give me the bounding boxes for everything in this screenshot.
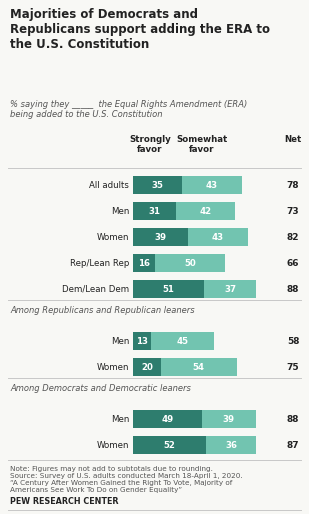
Text: Majorities of Democrats and
Republicans support adding the ERA to
the U.S. Const: Majorities of Democrats and Republicans … bbox=[10, 8, 270, 51]
Text: Rep/Lean Rep: Rep/Lean Rep bbox=[70, 259, 129, 267]
Text: 50: 50 bbox=[184, 259, 196, 267]
Text: 45: 45 bbox=[177, 337, 189, 345]
Text: 43: 43 bbox=[206, 180, 218, 190]
Text: 82: 82 bbox=[287, 232, 299, 242]
Text: 37: 37 bbox=[224, 285, 236, 293]
Text: Men: Men bbox=[111, 207, 129, 215]
Text: 49: 49 bbox=[161, 414, 173, 424]
Bar bbox=[133, 332, 151, 350]
Text: Men: Men bbox=[111, 414, 129, 424]
Text: Women: Women bbox=[96, 362, 129, 372]
Text: Note: Figures may not add to subtotals due to rounding.
Source: Survey of U.S. a: Note: Figures may not add to subtotals d… bbox=[10, 466, 243, 493]
Text: 78: 78 bbox=[287, 180, 299, 190]
Text: 20: 20 bbox=[141, 362, 153, 372]
Bar bbox=[151, 332, 214, 350]
Text: PEW RESEARCH CENTER: PEW RESEARCH CENTER bbox=[10, 497, 118, 506]
Text: 43: 43 bbox=[212, 232, 224, 242]
Text: 35: 35 bbox=[151, 180, 163, 190]
Text: 87: 87 bbox=[287, 440, 299, 450]
Bar bbox=[204, 280, 256, 298]
Text: Net: Net bbox=[284, 135, 302, 144]
Text: Among Republicans and Republican leaners: Among Republicans and Republican leaners bbox=[10, 306, 195, 315]
Text: 31: 31 bbox=[149, 207, 161, 215]
Bar bbox=[188, 228, 248, 246]
Text: 75: 75 bbox=[287, 362, 299, 372]
Bar bbox=[133, 358, 161, 376]
Text: 88: 88 bbox=[287, 414, 299, 424]
Text: Among Democrats and Democratic leaners: Among Democrats and Democratic leaners bbox=[10, 384, 191, 393]
Text: 42: 42 bbox=[200, 207, 212, 215]
Bar bbox=[133, 254, 155, 272]
Text: Women: Women bbox=[96, 440, 129, 450]
Bar bbox=[206, 436, 256, 454]
Text: Dem/Lean Dem: Dem/Lean Dem bbox=[62, 285, 129, 293]
Bar bbox=[176, 202, 235, 220]
Text: Women: Women bbox=[96, 232, 129, 242]
Bar bbox=[133, 410, 201, 428]
Bar bbox=[133, 436, 206, 454]
Text: 36: 36 bbox=[225, 440, 237, 450]
Text: % saying they _____  the Equal Rights Amendment (ERA)
being added to the U.S. Co: % saying they _____ the Equal Rights Ame… bbox=[10, 100, 247, 119]
Text: 73: 73 bbox=[287, 207, 299, 215]
Text: 66: 66 bbox=[287, 259, 299, 267]
Text: 52: 52 bbox=[163, 440, 175, 450]
Bar bbox=[133, 280, 204, 298]
Bar bbox=[161, 358, 237, 376]
Bar bbox=[182, 176, 242, 194]
Text: 39: 39 bbox=[223, 414, 235, 424]
Bar bbox=[201, 410, 256, 428]
Text: Somewhat
favor: Somewhat favor bbox=[176, 135, 228, 154]
Text: 58: 58 bbox=[287, 337, 299, 345]
Bar bbox=[133, 176, 182, 194]
Text: 13: 13 bbox=[136, 337, 148, 345]
Text: Men: Men bbox=[111, 337, 129, 345]
Bar bbox=[133, 228, 188, 246]
Text: 88: 88 bbox=[287, 285, 299, 293]
Text: Strongly
favor: Strongly favor bbox=[129, 135, 171, 154]
Text: 54: 54 bbox=[193, 362, 205, 372]
Text: 51: 51 bbox=[163, 285, 175, 293]
Text: All adults: All adults bbox=[89, 180, 129, 190]
Text: 39: 39 bbox=[154, 232, 166, 242]
Bar bbox=[155, 254, 225, 272]
Text: 16: 16 bbox=[138, 259, 150, 267]
Bar bbox=[133, 202, 176, 220]
